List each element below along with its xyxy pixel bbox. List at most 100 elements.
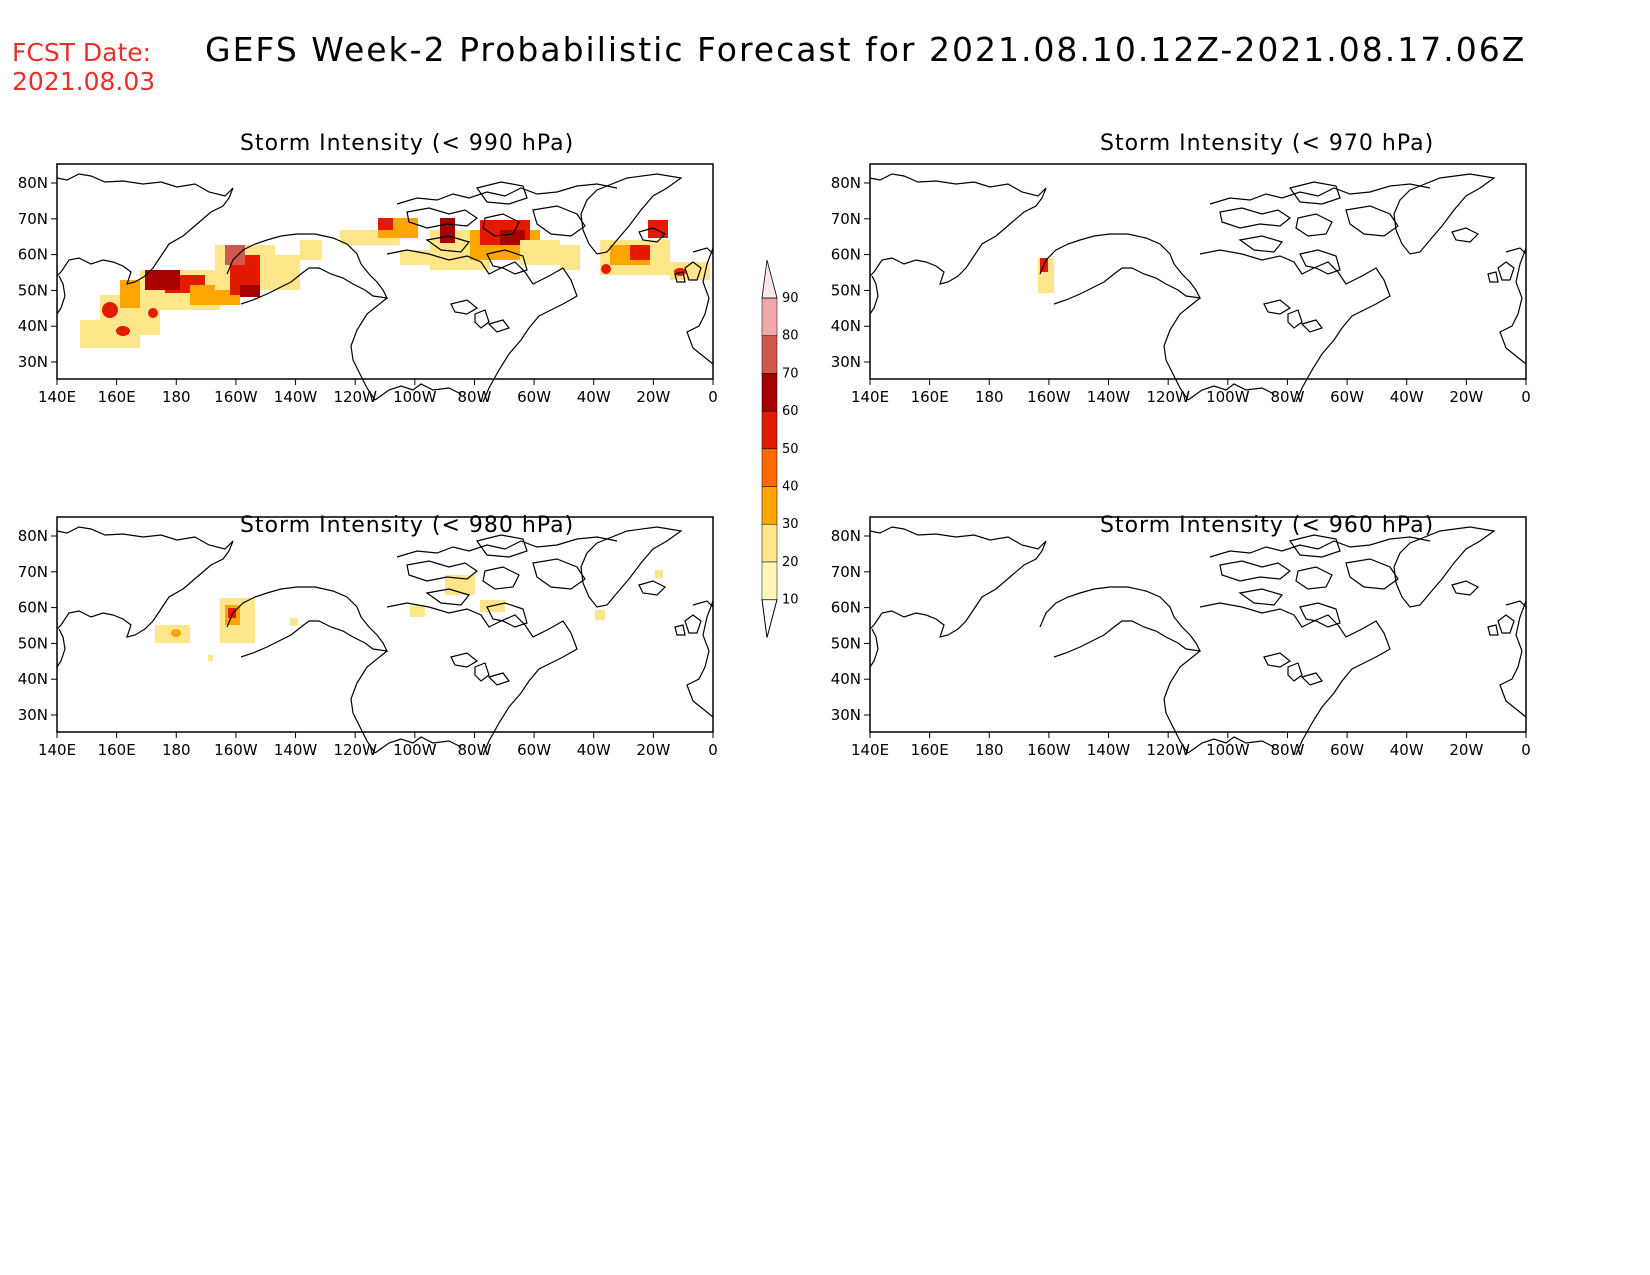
- probability-cell: [240, 285, 260, 297]
- lat-tick-label: 60N: [18, 599, 48, 617]
- coastline-970: [869, 173, 1527, 403]
- lon-tick-label: 80W: [1270, 388, 1304, 406]
- lon-tick-label: 140W: [274, 741, 318, 759]
- colorbar: 10 20 30 40 50 60 70 80 90: [761, 259, 799, 638]
- lon-tick-label: 100W: [1206, 388, 1250, 406]
- probability-cell: [378, 218, 393, 230]
- lon-tick-label: 0: [708, 388, 718, 406]
- probability-cell: [655, 570, 663, 578]
- lat-tick-label: 40N: [831, 317, 861, 335]
- lon-tick-label: 140W: [274, 388, 318, 406]
- probability-cell: [560, 245, 580, 270]
- lon-tick-label: 120W: [333, 741, 377, 759]
- lon-tick-label: 100W: [1206, 741, 1250, 759]
- lon-tick-label: 140E: [38, 388, 76, 406]
- lat-tick-label: 40N: [18, 670, 48, 688]
- probability-shading-980: [155, 570, 663, 661]
- probability-cell: [145, 270, 180, 290]
- lon-tick-label: 100W: [393, 388, 437, 406]
- colorbar-segment: [761, 561, 778, 600]
- colorbar-label: 50: [782, 442, 799, 457]
- lat-tick-label: 70N: [18, 210, 48, 228]
- lat-tick-label: 70N: [18, 563, 48, 581]
- lon-tick-label: 160W: [214, 741, 258, 759]
- probability-cell: [440, 218, 455, 243]
- colorbar-label: 90: [782, 291, 799, 306]
- colorbar-label: 60: [782, 404, 799, 419]
- colorbar-segment: [761, 373, 778, 412]
- lat-tick-label: 50N: [18, 634, 48, 652]
- lon-tick-label: 140E: [38, 741, 76, 759]
- probability-cell: [116, 326, 130, 336]
- probability-cell: [290, 618, 298, 626]
- lon-tick-label: 140W: [1087, 741, 1131, 759]
- lon-tick-label: 20W: [636, 741, 670, 759]
- lon-tick-label: 60W: [517, 741, 551, 759]
- lon-tick-label: 120W: [1146, 741, 1190, 759]
- lon-tick-label: 0: [1521, 741, 1531, 759]
- lon-tick-label: 100W: [393, 741, 437, 759]
- lat-tick-label: 70N: [831, 563, 861, 581]
- probability-cell: [595, 610, 605, 620]
- probability-cell: [208, 655, 213, 661]
- lon-tick-label: 120W: [1146, 388, 1190, 406]
- probability-shading-970: [1038, 258, 1054, 293]
- lon-tick-label: 160W: [1027, 388, 1071, 406]
- lat-tick-label: 40N: [18, 317, 48, 335]
- colorbar-segment: [761, 335, 778, 374]
- lat-tick-label: 50N: [831, 634, 861, 652]
- probability-cell: [225, 245, 245, 265]
- lat-tick-label: 30N: [831, 353, 861, 371]
- axis-ticks: 140E 160E 180 160W 140W 120W 100W 80W 60W 40W 20W 0…: [18, 174, 1531, 759]
- probability-cell: [630, 245, 650, 260]
- lat-tick-label: 80N: [18, 527, 48, 545]
- coastline-960: [869, 526, 1527, 756]
- colorbar-upper-arrow: [761, 259, 778, 299]
- lon-tick-label: 80W: [1270, 741, 1304, 759]
- lon-tick-label: 160W: [1027, 741, 1071, 759]
- probability-cell: [260, 255, 300, 290]
- lon-tick-label: 40W: [577, 388, 611, 406]
- probability-cell: [500, 230, 525, 245]
- colorbar-segment: [761, 523, 778, 563]
- lon-tick-label: 140E: [851, 741, 889, 759]
- lon-tick-label: 180: [162, 741, 191, 759]
- lon-tick-label: 180: [162, 388, 191, 406]
- probability-cell: [400, 250, 430, 265]
- lon-tick-label: 140W: [1087, 388, 1131, 406]
- main-title: GEFS Week-2 Probabilistic Forecast for 2…: [205, 30, 1527, 69]
- lon-tick-label: 60W: [1330, 388, 1364, 406]
- lon-tick-label: 60W: [1330, 741, 1364, 759]
- map-frame-970: [869, 163, 1527, 380]
- lat-tick-label: 30N: [18, 706, 48, 724]
- probability-cell: [601, 264, 611, 274]
- lon-tick-label: 80W: [457, 741, 491, 759]
- lon-tick-label: 20W: [636, 388, 670, 406]
- probability-cell: [228, 608, 236, 618]
- probability-cell: [148, 308, 158, 318]
- lat-tick-label: 30N: [831, 706, 861, 724]
- map-panel-980: [56, 516, 714, 756]
- colorbar-label: 40: [782, 480, 799, 495]
- lon-tick-label: 60W: [517, 388, 551, 406]
- lat-tick-label: 60N: [831, 246, 861, 264]
- probability-cell: [520, 240, 560, 265]
- probability-cell: [102, 302, 118, 318]
- lon-tick-label: 160E: [911, 741, 949, 759]
- colorbar-label: 20: [782, 555, 799, 570]
- colorbar-lower-arrow: [761, 599, 778, 638]
- colorbar-segment: [761, 297, 778, 336]
- lon-tick-label: 20W: [1449, 741, 1483, 759]
- map-frame-990: [56, 163, 714, 380]
- colorbar-label: 70: [782, 366, 799, 381]
- lat-tick-label: 80N: [18, 174, 48, 192]
- lon-tick-label: 180: [975, 388, 1004, 406]
- colorbar-segment: [761, 410, 778, 450]
- forecast-date-block: FCST Date: 2021.08.03: [12, 38, 155, 96]
- lon-tick-label: 140E: [851, 388, 889, 406]
- lon-tick-label: 160W: [214, 388, 258, 406]
- colorbar-label: 30: [782, 517, 799, 532]
- probability-cell: [300, 240, 322, 260]
- lat-tick-label: 60N: [18, 246, 48, 264]
